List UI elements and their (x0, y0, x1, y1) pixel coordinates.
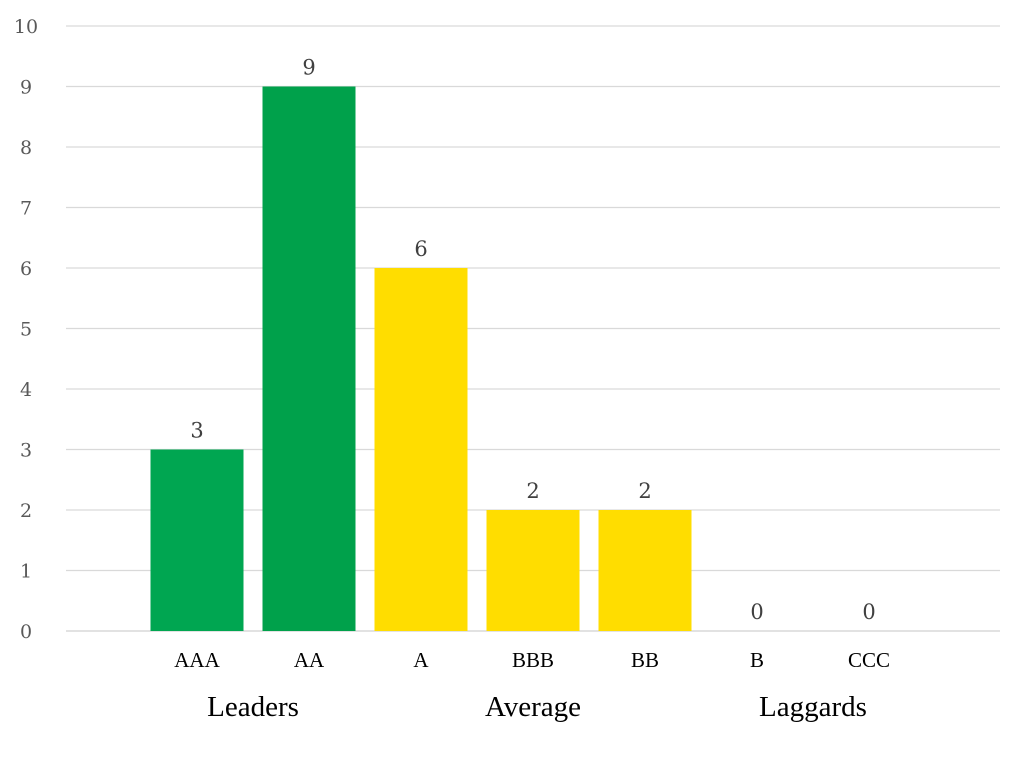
y-tick-label: 9 (20, 77, 32, 99)
bars (150, 86, 692, 631)
group-labels: Leaders Average Laggards (207, 691, 867, 723)
category-label: A (413, 648, 429, 672)
category-label: B (750, 648, 764, 672)
category-label: AA (294, 648, 325, 672)
data-label: 2 (526, 479, 539, 503)
data-label: 9 (302, 56, 315, 80)
category-labels: AAA AA A BBB BB B CCC (174, 648, 890, 672)
y-tick-label: 6 (20, 258, 32, 280)
y-tick-label: 8 (20, 137, 32, 159)
y-tick-label: 3 (20, 440, 32, 462)
y-tick-label: 10 (14, 16, 38, 38)
bar (486, 510, 580, 631)
data-label: 0 (862, 600, 875, 624)
bar (262, 86, 356, 631)
y-tick-label: 0 (20, 621, 32, 643)
y-axis-ticks: 0 1 2 3 4 5 6 7 8 9 10 (14, 16, 38, 643)
category-label: BBB (512, 648, 554, 672)
bar (374, 268, 468, 631)
group-label: Laggards (759, 691, 867, 723)
category-label: BB (631, 648, 659, 672)
bar (150, 449, 244, 631)
bar (598, 510, 692, 631)
y-tick-label: 5 (20, 319, 32, 341)
y-tick-label: 4 (20, 379, 32, 401)
category-label: CCC (848, 648, 890, 672)
data-label: 0 (750, 600, 763, 624)
y-tick-label: 2 (20, 500, 32, 522)
data-labels: 3 9 6 2 2 0 0 (190, 56, 875, 625)
data-label: 3 (190, 419, 203, 443)
y-tick-label: 7 (20, 198, 32, 220)
group-label: Leaders (207, 691, 299, 723)
y-tick-label: 1 (20, 561, 32, 583)
data-label: 2 (638, 479, 651, 503)
category-label: AAA (174, 648, 220, 672)
group-label: Average (485, 691, 581, 723)
data-label: 6 (414, 237, 427, 261)
